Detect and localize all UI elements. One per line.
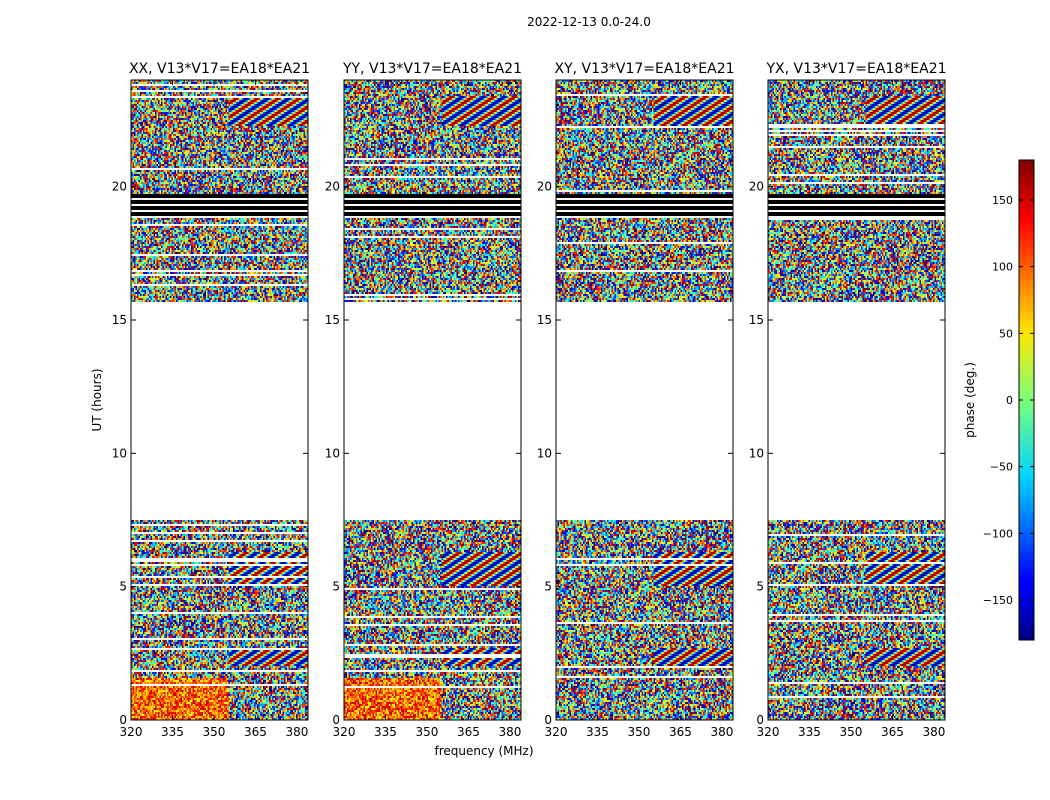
y-tick-label: 15 — [537, 313, 552, 327]
x-tick-label: 320 — [545, 725, 568, 739]
y-tick-label: 0 — [119, 713, 127, 727]
figure-title: 2022-12-13 0.0-24.0 — [527, 15, 651, 29]
x-tick-label: 320 — [757, 725, 780, 739]
y-tick-label: 20 — [749, 180, 764, 194]
x-tick-label: 335 — [586, 725, 609, 739]
x-tick-label: 350 — [840, 725, 863, 739]
y-tick-label: 15 — [112, 313, 127, 327]
y-tick-label: 5 — [756, 580, 764, 594]
y-tick-label: 10 — [325, 446, 340, 460]
panel-yx: YX, V13*V17=EA18*EA21 320 335 350 365 380 0 5 10… — [749, 61, 947, 739]
panel-frame — [343, 79, 522, 721]
y-tick-label: 20 — [325, 180, 340, 194]
colorbar-tick-label: 50 — [999, 327, 1013, 340]
phase-heatmap — [556, 80, 733, 720]
y-tick-label: 20 — [537, 180, 552, 194]
y-tick-label: 10 — [749, 446, 764, 460]
colorbar-tick-label: −150 — [983, 594, 1013, 607]
y-tick-label: 0 — [544, 713, 552, 727]
x-tick-label: 380 — [285, 725, 308, 739]
y-tick-label: 10 — [112, 446, 127, 460]
x-tick-label: 320 — [120, 725, 143, 739]
x-tick-label: 335 — [161, 725, 184, 739]
x-tick-label: 335 — [798, 725, 821, 739]
x-axis-label: frequency (MHz) — [434, 744, 533, 758]
colorbar-ticks: −150 −100 −50 0 50 100 150 — [983, 194, 1034, 607]
panel-xy: XY, V13*V17=EA18*EA21 320 335 350 365 380 0 5 10… — [537, 61, 735, 739]
y-tick-label: 20 — [112, 180, 127, 194]
x-tick-label: 365 — [669, 725, 692, 739]
y-tick-label: 15 — [325, 313, 340, 327]
panel-title: XY, V13*V17=EA18*EA21 — [554, 61, 734, 77]
panels-group: XX, V13*V17=EA18*EA21 320 335 350 365 380 0 5 10… — [112, 61, 947, 739]
panel-yy: YY, V13*V17=EA18*EA21 320 335 350 365 380 0 5 10… — [325, 61, 522, 739]
colorbar-tick-label: 100 — [992, 261, 1013, 274]
y-tick-label: 5 — [544, 580, 552, 594]
panel-title: YY, V13*V17=EA18*EA21 — [342, 61, 522, 77]
panel-title: XX, V13*V17=EA18*EA21 — [129, 61, 310, 77]
colorbar-tick-label: 0 — [1006, 394, 1013, 407]
panel-xx: XX, V13*V17=EA18*EA21 320 335 350 365 380 0 5 10… — [112, 61, 310, 739]
x-tick-label: 380 — [710, 725, 733, 739]
x-tick-label: 335 — [374, 725, 397, 739]
colorbar-tick-label: −100 — [983, 527, 1013, 540]
x-tick-label: 350 — [628, 725, 651, 739]
x-tick-label: 350 — [203, 725, 226, 739]
x-tick-label: 365 — [881, 725, 904, 739]
y-tick-label: 5 — [332, 580, 340, 594]
x-tick-label: 380 — [922, 725, 945, 739]
y-tick-label: 5 — [119, 580, 127, 594]
colorbar: −150 −100 −50 0 50 100 150 phase (deg.) — [963, 159, 1035, 641]
colorbar-tick-label: −50 — [990, 461, 1013, 474]
y-tick-label: 0 — [332, 713, 340, 727]
colorbar-tick-label: 150 — [992, 194, 1013, 207]
x-tick-label: 320 — [333, 725, 356, 739]
y-tick-label: 10 — [537, 446, 552, 460]
panel-frame — [767, 79, 946, 721]
panel-title: YX, V13*V17=EA18*EA21 — [765, 61, 946, 77]
y-axis-label: UT (hours) — [90, 368, 104, 431]
phase-heatmap — [768, 80, 945, 720]
x-tick-label: 365 — [457, 725, 480, 739]
x-tick-label: 365 — [244, 725, 267, 739]
colorbar-label: phase (deg.) — [963, 362, 977, 438]
y-tick-label: 0 — [756, 713, 764, 727]
y-tick-label: 15 — [749, 313, 764, 327]
panel-frame — [130, 79, 309, 721]
x-tick-label: 380 — [498, 725, 521, 739]
phase-heatmap — [344, 80, 521, 720]
panel-frame — [555, 79, 734, 721]
x-tick-label: 350 — [416, 725, 439, 739]
phase-heatmap — [131, 80, 308, 720]
